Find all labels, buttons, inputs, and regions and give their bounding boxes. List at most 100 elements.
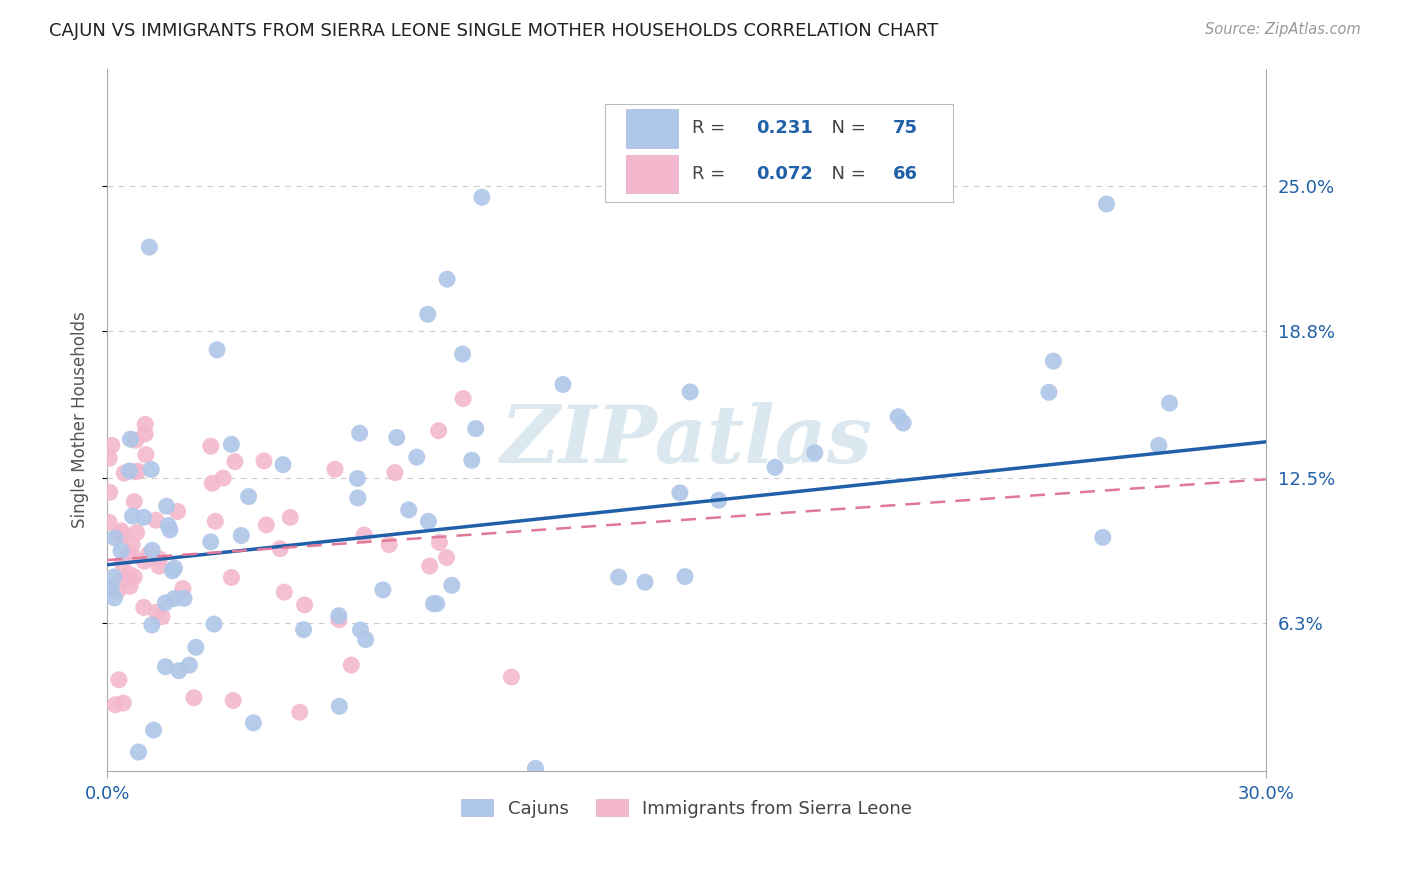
Point xyxy=(138,547,160,561)
Point xyxy=(292,623,315,637)
Point xyxy=(110,544,132,558)
Point xyxy=(132,600,155,615)
Point xyxy=(200,534,222,549)
Point xyxy=(1091,530,1114,544)
Text: N =: N = xyxy=(820,165,872,183)
Point xyxy=(429,535,451,549)
Point xyxy=(132,510,155,524)
Text: 75: 75 xyxy=(893,120,918,137)
Text: R =: R = xyxy=(692,120,731,137)
Point xyxy=(378,537,401,551)
Point xyxy=(112,466,135,480)
Point xyxy=(145,605,167,619)
Point xyxy=(108,673,131,687)
Point xyxy=(1159,396,1181,410)
Point xyxy=(184,640,207,655)
Point xyxy=(134,554,156,568)
Point xyxy=(346,471,368,485)
Point xyxy=(273,585,295,599)
Text: R =: R = xyxy=(692,165,731,183)
Point xyxy=(349,623,371,637)
Point xyxy=(524,761,547,775)
Point xyxy=(242,715,264,730)
Point xyxy=(679,384,702,399)
Point xyxy=(451,392,474,406)
Point xyxy=(634,575,657,590)
Point xyxy=(422,597,444,611)
Point xyxy=(416,307,439,321)
Text: Source: ZipAtlas.com: Source: ZipAtlas.com xyxy=(1205,22,1361,37)
Point xyxy=(122,570,145,584)
Point xyxy=(340,658,363,673)
Point xyxy=(418,515,440,529)
Point xyxy=(104,698,127,712)
Text: 0.231: 0.231 xyxy=(756,120,813,137)
Point xyxy=(148,559,170,574)
Point xyxy=(436,272,458,286)
Point xyxy=(269,541,291,556)
Point xyxy=(204,514,226,528)
Point xyxy=(120,432,142,446)
Point xyxy=(141,543,163,558)
Point xyxy=(155,659,177,673)
Point xyxy=(669,485,692,500)
Point xyxy=(891,416,914,430)
Point xyxy=(157,518,180,533)
Point xyxy=(804,446,827,460)
Point xyxy=(163,591,186,606)
Point xyxy=(162,564,184,578)
Point xyxy=(117,547,139,561)
Point xyxy=(887,409,910,424)
Point xyxy=(427,424,450,438)
Point xyxy=(101,438,124,452)
Y-axis label: Single Mother Households: Single Mother Households xyxy=(72,311,89,528)
Point xyxy=(1042,354,1064,368)
Point xyxy=(1095,197,1118,211)
Point xyxy=(221,437,243,451)
Point xyxy=(288,705,311,719)
Point xyxy=(451,347,474,361)
Point xyxy=(108,527,131,541)
Text: N =: N = xyxy=(820,120,872,137)
Point xyxy=(179,658,201,673)
Point xyxy=(127,745,149,759)
Point xyxy=(551,377,574,392)
Point xyxy=(201,476,224,491)
Point xyxy=(121,547,143,561)
Point xyxy=(100,581,122,595)
Point xyxy=(183,690,205,705)
Point xyxy=(254,517,277,532)
Point xyxy=(150,609,173,624)
Point xyxy=(1147,438,1170,452)
Point xyxy=(464,421,486,435)
Point xyxy=(111,557,134,571)
Point xyxy=(501,670,523,684)
Point xyxy=(107,583,129,598)
Point xyxy=(121,538,143,552)
Point xyxy=(385,430,408,444)
Point xyxy=(142,723,165,737)
Point xyxy=(121,509,143,524)
FancyBboxPatch shape xyxy=(606,103,953,202)
Point xyxy=(231,528,253,542)
Text: 0.072: 0.072 xyxy=(756,165,813,183)
Point xyxy=(238,490,260,504)
Point xyxy=(205,343,228,357)
Point xyxy=(278,510,301,524)
Point xyxy=(118,464,141,478)
Point xyxy=(436,550,458,565)
Point xyxy=(134,426,156,441)
Legend: Cajuns, Immigrants from Sierra Leone: Cajuns, Immigrants from Sierra Leone xyxy=(453,791,920,825)
Point xyxy=(419,559,441,574)
Point xyxy=(353,528,375,542)
Point xyxy=(426,597,449,611)
Point xyxy=(763,460,786,475)
Point xyxy=(222,693,245,707)
Point xyxy=(328,613,350,627)
Point xyxy=(125,525,148,540)
Text: ZIPatlas: ZIPatlas xyxy=(501,402,873,479)
Point xyxy=(271,458,294,472)
Point xyxy=(127,464,149,478)
Point xyxy=(347,491,370,505)
Point xyxy=(156,500,179,514)
